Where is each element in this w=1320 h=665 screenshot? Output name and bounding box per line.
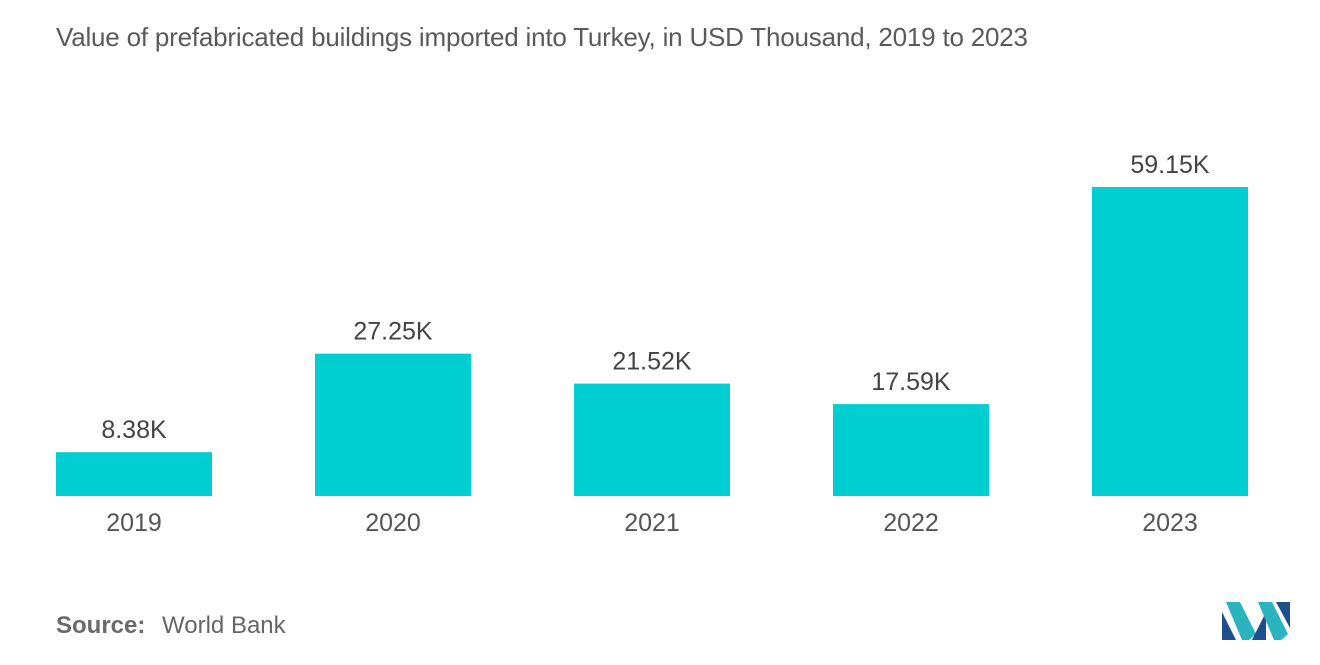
x-tick-label-2022: 2022 [883, 509, 939, 537]
bar-2023 [1092, 187, 1248, 496]
data-label-2023: 59.15K [1130, 151, 1210, 179]
bar-2021 [574, 383, 730, 496]
chart-title: Value of prefabricated buildings importe… [56, 22, 1028, 52]
data-label-2022: 17.59K [871, 368, 951, 396]
source-value: World Bank [162, 612, 286, 639]
x-tick-label-2021: 2021 [624, 509, 680, 537]
x-tick-label-2023: 2023 [1142, 509, 1198, 537]
data-label-2019: 8.38K [101, 416, 167, 444]
x-tick-label-2019: 2019 [106, 509, 162, 537]
data-label-2021: 21.52K [612, 348, 692, 376]
data-label-2020: 27.25K [353, 318, 433, 346]
bar-2019 [56, 452, 212, 496]
bar-2020 [315, 353, 471, 496]
source-label: Source: [56, 612, 146, 639]
source-note: Source: World Bank [56, 612, 286, 640]
bar-2022 [833, 404, 989, 496]
x-tick-label-2020: 2020 [365, 509, 421, 537]
brand-logo-icon [1222, 602, 1290, 640]
